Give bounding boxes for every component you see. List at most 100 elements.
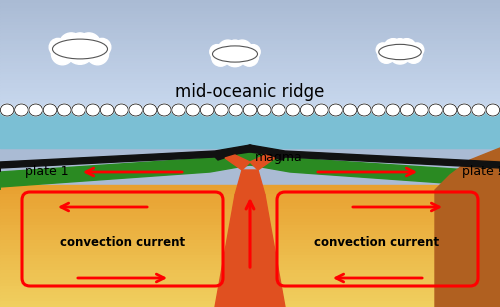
Circle shape	[398, 39, 416, 57]
Bar	[0, 216, 500, 219]
Ellipse shape	[29, 104, 42, 116]
Bar	[0, 270, 500, 274]
Ellipse shape	[286, 104, 300, 116]
Bar	[0, 58, 500, 60]
Bar	[0, 261, 500, 264]
Ellipse shape	[414, 104, 428, 116]
Polygon shape	[242, 195, 258, 307]
Circle shape	[389, 42, 411, 64]
Bar	[0, 225, 500, 228]
Bar	[0, 231, 500, 234]
Bar	[0, 194, 500, 197]
Text: convection current: convection current	[314, 235, 440, 248]
Circle shape	[218, 40, 238, 60]
Bar	[0, 6, 500, 8]
Bar	[0, 249, 500, 252]
Bar	[0, 301, 500, 304]
Ellipse shape	[386, 104, 400, 116]
Bar	[0, 55, 500, 58]
Bar	[0, 289, 500, 292]
Ellipse shape	[372, 104, 386, 116]
Ellipse shape	[329, 104, 342, 116]
Circle shape	[378, 46, 395, 63]
Ellipse shape	[43, 104, 57, 116]
Ellipse shape	[172, 104, 186, 116]
Bar	[0, 63, 500, 66]
Bar	[0, 298, 500, 301]
Circle shape	[70, 33, 90, 53]
Bar	[0, 14, 500, 17]
Ellipse shape	[158, 104, 171, 116]
Bar	[0, 38, 500, 41]
Bar	[0, 110, 500, 148]
Bar	[0, 88, 500, 91]
Bar	[0, 22, 500, 25]
Bar	[0, 277, 500, 280]
Bar	[0, 91, 500, 94]
Ellipse shape	[472, 104, 486, 116]
Bar	[0, 234, 500, 237]
Ellipse shape	[186, 104, 200, 116]
Bar	[0, 19, 500, 22]
Circle shape	[376, 43, 390, 56]
Bar	[0, 209, 500, 212]
Ellipse shape	[443, 104, 457, 116]
Bar	[0, 197, 500, 200]
Bar	[0, 47, 500, 49]
Text: plate 1: plate 1	[25, 165, 68, 178]
Ellipse shape	[429, 104, 442, 116]
Bar	[0, 36, 500, 38]
Circle shape	[76, 33, 101, 57]
Bar	[0, 264, 500, 267]
Circle shape	[405, 46, 422, 63]
Ellipse shape	[486, 104, 500, 116]
Bar	[0, 33, 500, 36]
Bar	[0, 8, 500, 11]
Bar	[0, 74, 500, 77]
Bar	[0, 237, 500, 240]
Circle shape	[240, 48, 258, 66]
Bar	[0, 185, 500, 188]
Bar	[0, 228, 500, 231]
Bar	[0, 274, 500, 277]
Bar	[0, 96, 500, 99]
Polygon shape	[215, 145, 250, 160]
Ellipse shape	[229, 104, 242, 116]
Bar	[0, 219, 500, 222]
Polygon shape	[250, 150, 500, 190]
Polygon shape	[250, 145, 500, 172]
Ellipse shape	[143, 104, 157, 116]
Circle shape	[210, 45, 224, 59]
Ellipse shape	[272, 104, 285, 116]
Ellipse shape	[343, 104, 357, 116]
Polygon shape	[215, 195, 285, 307]
Polygon shape	[225, 155, 250, 170]
Circle shape	[224, 43, 246, 67]
Bar	[0, 252, 500, 255]
Polygon shape	[0, 150, 250, 190]
Text: plate 2: plate 2	[462, 165, 500, 178]
Bar	[0, 25, 500, 28]
Bar	[0, 255, 500, 258]
Ellipse shape	[58, 104, 71, 116]
Circle shape	[93, 38, 111, 56]
Bar	[0, 69, 500, 72]
Circle shape	[52, 43, 74, 65]
Bar	[0, 52, 500, 55]
Bar	[0, 72, 500, 74]
Circle shape	[59, 33, 84, 57]
Ellipse shape	[114, 104, 128, 116]
Bar	[0, 17, 500, 19]
Bar	[0, 280, 500, 283]
Circle shape	[232, 40, 252, 60]
Ellipse shape	[243, 104, 257, 116]
Bar	[0, 267, 500, 270]
Circle shape	[227, 40, 243, 56]
Circle shape	[86, 43, 108, 65]
Ellipse shape	[100, 104, 114, 116]
Circle shape	[384, 39, 402, 57]
Bar	[0, 292, 500, 295]
Polygon shape	[435, 148, 500, 307]
Bar	[0, 66, 500, 69]
Ellipse shape	[314, 104, 328, 116]
